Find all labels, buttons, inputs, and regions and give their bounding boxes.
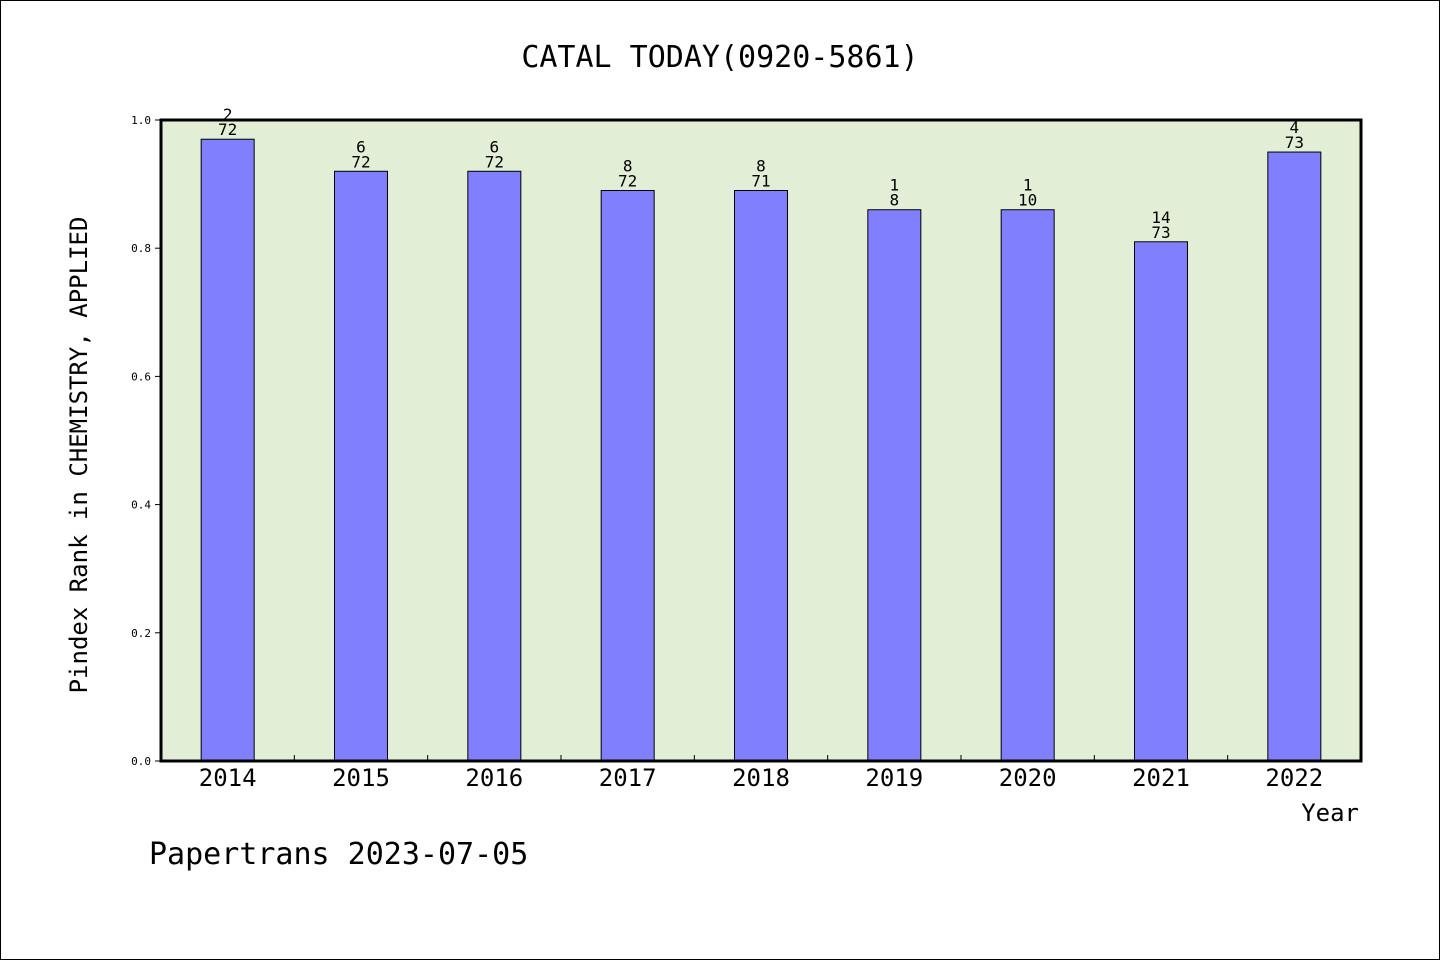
- bar-2017: [600, 190, 655, 762]
- x-tick-label-2015: 2015: [332, 764, 390, 792]
- x-tick-label-2021: 2021: [1132, 764, 1190, 792]
- data-label-total-2014: 72: [218, 120, 237, 139]
- bar-2014: [200, 138, 255, 762]
- bar-2019: [867, 209, 922, 762]
- x-tick-label-2022: 2022: [1265, 764, 1323, 792]
- data-label-rank-2017: 8: [623, 157, 633, 176]
- y-tick-label-0.6: 0.6: [131, 370, 151, 383]
- bars-group: [200, 138, 1322, 762]
- data-label-rank-2014: 2: [223, 105, 233, 124]
- y-tick-label-0.4: 0.4: [131, 499, 151, 512]
- data-label-total-2016: 72: [485, 152, 504, 171]
- data-label-total-2019: 8: [890, 191, 900, 210]
- data-label-rank-2015: 6: [356, 137, 366, 156]
- data-label-total-2022: 73: [1285, 133, 1304, 152]
- data-label-rank-2018: 8: [756, 157, 766, 176]
- chart-title: CATAL TODAY(0920-5861): [521, 40, 918, 75]
- x-tick-label-2017: 2017: [599, 764, 657, 792]
- data-label-rank-2021: 14: [1151, 208, 1170, 227]
- y-tick-label-0.0: 0.0: [131, 755, 151, 768]
- data-label-total-2017: 72: [618, 172, 637, 191]
- x-tick-label-2020: 2020: [999, 764, 1057, 792]
- data-label-total-2021: 73: [1151, 223, 1170, 242]
- data-label-total-2015: 72: [351, 152, 370, 171]
- data-label-total-2020: 10: [1018, 191, 1037, 210]
- data-label-rank-2016: 6: [490, 137, 500, 156]
- bar-2022: [1267, 151, 1322, 762]
- x-axis-label: Year: [1301, 799, 1359, 827]
- y-tick-label-0.8: 0.8: [131, 242, 151, 255]
- y-axis: 0.0 0.2 0.4 0.6 0.8 1.0: [131, 114, 161, 768]
- y-axis-label: Pindex Rank in CHEMISTRY, APPLIED: [65, 217, 93, 694]
- bar-2016: [467, 170, 522, 762]
- bar-2015: [334, 170, 388, 762]
- x-tick-label-2019: 2019: [865, 764, 923, 792]
- x-tick-label-2014: 2014: [199, 764, 257, 792]
- plot-border: [159, 118, 1363, 763]
- y-tick-label-0.2: 0.2: [131, 627, 151, 640]
- bar-2018: [734, 190, 788, 762]
- x-axis: 2014 2015 2016 2017 2018 2019 2020 2021 2022: [199, 755, 1323, 792]
- data-label-rank-2020: 1: [1023, 176, 1033, 195]
- footer-text: Papertrans 2023-07-05: [149, 837, 528, 872]
- bar-2020: [1000, 209, 1055, 762]
- y-tick-label-1.0: 1.0: [131, 114, 151, 127]
- x-tick-label-2016: 2016: [465, 764, 523, 792]
- data-label-total-2018: 71: [751, 172, 770, 191]
- bar-2021: [1134, 241, 1188, 762]
- data-label-rank-2019: 1: [890, 176, 900, 195]
- data-label-rank-2022: 4: [1290, 118, 1300, 137]
- x-tick-label-2018: 2018: [732, 764, 790, 792]
